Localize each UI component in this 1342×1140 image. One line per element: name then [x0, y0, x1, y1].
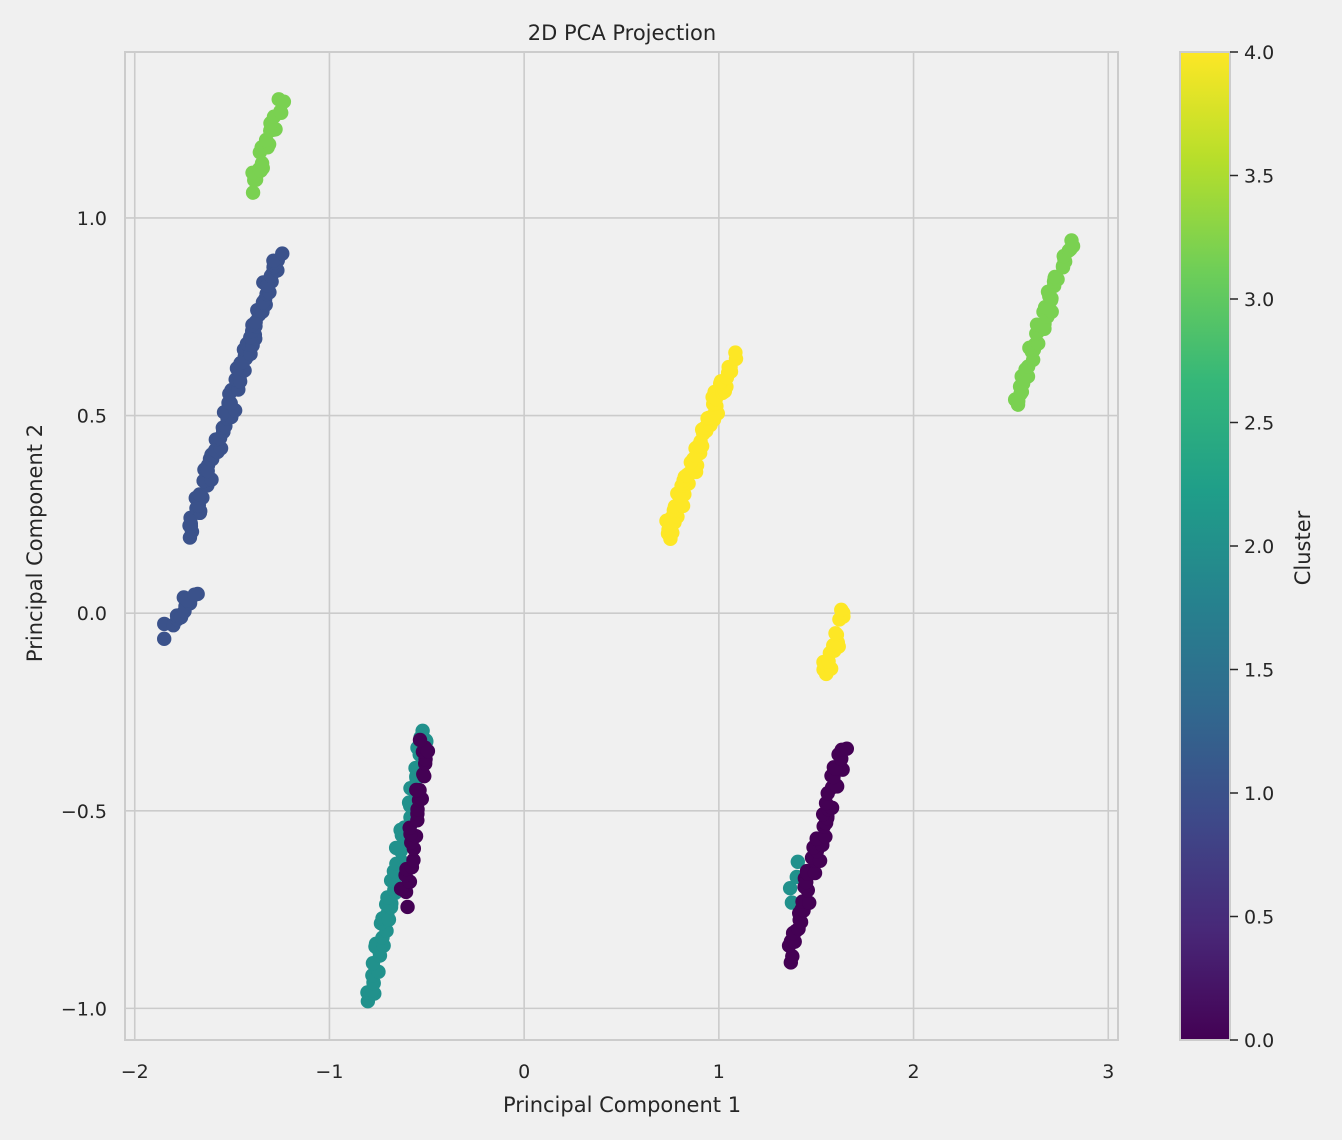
- colorbar-tick-label: 3.5: [1244, 166, 1274, 188]
- scatter-point: [388, 840, 404, 856]
- scatter-point: [694, 438, 710, 454]
- grid-lines: [125, 52, 1118, 1040]
- colorbar-tick-label: 2.5: [1244, 413, 1274, 435]
- scatter-point: [728, 345, 743, 360]
- scatter-point: [834, 602, 849, 618]
- x-tick-label: 3: [1102, 1061, 1114, 1083]
- y-tick-label: 1.0: [77, 208, 107, 230]
- scatter-point: [790, 854, 806, 870]
- x-tick-label: 1: [713, 1061, 725, 1083]
- x-axis-label: Principal Component 1: [503, 1093, 741, 1117]
- scatter-point: [187, 587, 202, 602]
- scatter-point: [782, 881, 798, 896]
- x-axis-ticks: −2 −1 0 1 2 3: [121, 1061, 1115, 1083]
- scatter-point: [409, 782, 424, 798]
- scatter-point: [254, 155, 270, 171]
- plot-frame: [124, 51, 1119, 1041]
- scatter-point: [839, 741, 855, 756]
- scatter-point: [420, 743, 436, 759]
- scatter-point: [406, 852, 421, 868]
- colorbar-tick-label: 3.0: [1244, 289, 1274, 311]
- scatter-point: [381, 912, 397, 927]
- scatter-point: [156, 631, 172, 647]
- plot-area: [125, 52, 1118, 1040]
- colorbar-tick-label: 0.5: [1244, 907, 1274, 929]
- y-tick-label: 0.5: [77, 406, 107, 428]
- scatter-point: [400, 899, 415, 915]
- x-tick-label: −1: [315, 1061, 343, 1083]
- colorbar-tick-label: 1.0: [1244, 783, 1274, 805]
- scatter-point: [412, 732, 428, 748]
- y-tick-label: −0.5: [61, 801, 107, 823]
- scatter-point: [245, 185, 261, 200]
- scatter-point: [1047, 269, 1063, 285]
- y-axis-ticks: −1.0 −0.5 0.0 0.5 1.0: [61, 208, 107, 1020]
- chart-title: 2D PCA Projection: [528, 21, 716, 45]
- colorbar-tick-label: 0.0: [1244, 1030, 1274, 1052]
- scatter-point: [232, 374, 248, 389]
- scatter-point: [416, 767, 431, 782]
- scatter-point: [828, 626, 843, 641]
- scatter-points: [156, 92, 1081, 1009]
- scatter-point: [276, 94, 292, 109]
- scatter-point: [675, 498, 691, 514]
- scatter-point: [807, 865, 823, 881]
- scatter-point: [802, 895, 817, 910]
- colorbar-tick-label: 2.0: [1244, 536, 1274, 558]
- scatter-point: [275, 246, 290, 261]
- colorbar-tick-label: 4.0: [1244, 42, 1274, 64]
- scatter-point: [248, 314, 263, 330]
- y-axis-label: Principal Component 2: [23, 424, 47, 662]
- x-tick-label: 0: [518, 1061, 530, 1083]
- colorbar-label: Cluster: [1291, 510, 1315, 585]
- y-tick-label: −1.0: [61, 998, 107, 1020]
- colorbar-ticks: 0.0 0.5 1.0 1.5 2.0 2.5 3.0 3.5 4.0: [1230, 42, 1274, 1052]
- scatter-point: [1065, 238, 1081, 254]
- scatter-point: [200, 463, 215, 479]
- colorbar: [1179, 51, 1231, 1041]
- x-tick-label: 2: [908, 1061, 920, 1083]
- y-tick-label: 0.0: [77, 603, 107, 625]
- x-tick-label: −2: [121, 1061, 149, 1083]
- colorbar-tick-label: 1.5: [1244, 660, 1274, 682]
